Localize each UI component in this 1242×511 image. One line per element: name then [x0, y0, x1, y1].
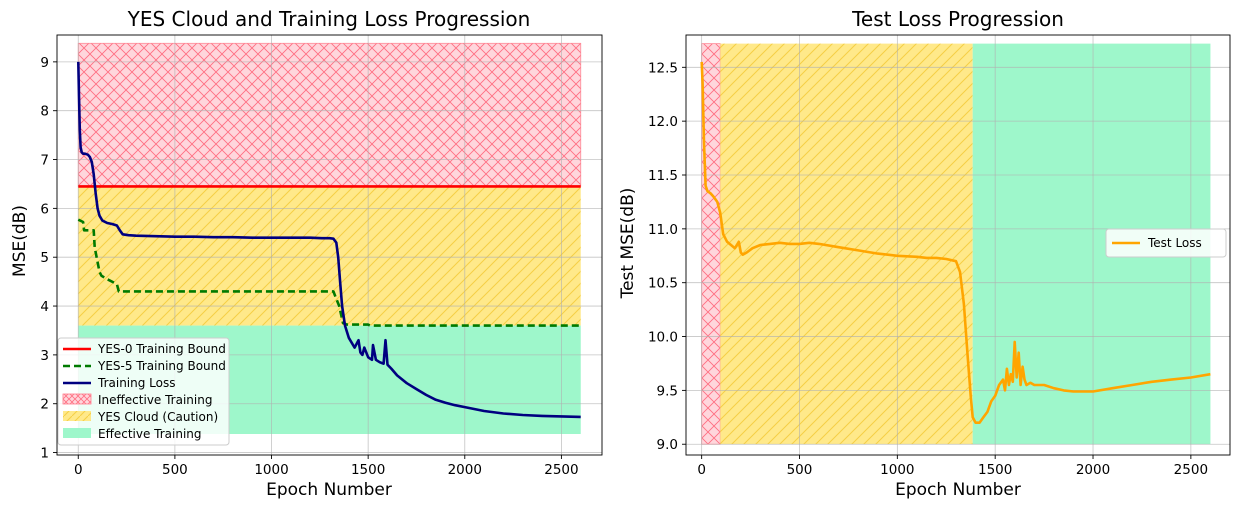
legend1-label-training: Training Loss	[97, 376, 175, 390]
chart1-title: YES Cloud and Training Loss Progression	[127, 7, 531, 31]
c1-ytick-label-3: 4	[40, 299, 49, 315]
c2-series-test-loss	[700, 61, 1211, 425]
chart2-xlabel: Epoch Number	[895, 480, 1021, 500]
legend1-label-cloud: YES Cloud (Caution)	[97, 410, 218, 424]
c2-region-ineffective-training	[701, 43, 721, 445]
legend1-swatch-ineffective	[62, 393, 92, 405]
c1-ytick-label-1: 2	[40, 397, 49, 413]
legend1-swatch-cloud	[63, 411, 91, 421]
chart-test-loss: Test Loss Progression 0 500 1000 1500 2000 25…	[618, 7, 1231, 500]
c1-xtick-label-0: 0	[74, 462, 83, 478]
c1-ytick-label-2: 3	[40, 348, 49, 364]
c1-xtick-label-2: 1000	[254, 462, 288, 478]
c2-region-yes-cloud-caution	[720, 43, 973, 445]
chart1-axes: 0 500 1000 1500 2000 2500 1 2 3 4 5 6 7 8 9	[40, 34, 603, 478]
legend1-label-ineffective: Ineffective Training	[98, 393, 212, 407]
c2-xtick-label-0: 0	[697, 462, 706, 478]
c2-xtick-label-5: 2500	[1174, 462, 1208, 478]
c2-ytick-label-4: 11.0	[648, 222, 678, 238]
c1-region-yes-cloud-caution	[78, 186, 581, 326]
c1-xtick-label-3: 1500	[351, 462, 385, 478]
c1-series-training-loss	[77, 61, 581, 419]
legend2-frame	[1105, 228, 1227, 258]
c2-ytick-label-0: 9.0	[657, 437, 678, 453]
c1-region-ineffective-training	[77, 42, 582, 187]
chart1-xlabel: Epoch Number	[266, 480, 392, 500]
c2-ytick-label-6: 12.0	[648, 114, 678, 130]
chart1-legend: YES-0 Training Bound YES-5 Training Boun…	[57, 337, 230, 446]
chart2-series	[700, 61, 1211, 425]
c2-xtick-label-3: 1500	[978, 462, 1012, 478]
c2-plot-frame	[685, 34, 1231, 456]
legend1-label-yes0: YES-0 Training Bound	[97, 342, 226, 356]
chart2-axes: 0 500 1000 1500 2000 2500 9.0 9.5 10.0 10.5 11.0 11…	[648, 34, 1231, 478]
c2-xtick-label-4: 2000	[1076, 462, 1110, 478]
c2-ytick-label-3: 10.5	[648, 276, 678, 292]
chart2-legend: Test Loss	[1105, 228, 1227, 258]
chart1-ylabel: MSE(dB)	[10, 205, 30, 277]
c2-ytick-label-7: 12.5	[648, 60, 678, 76]
c1-xtick-label-4: 2000	[448, 462, 482, 478]
chart1-series	[77, 61, 581, 419]
legend1-label-effective: Effective Training	[98, 427, 202, 441]
c1-plot-frame	[56, 34, 603, 456]
c1-ytick-label-7: 8	[40, 104, 49, 120]
legend2-label-test: Test Loss	[1147, 236, 1202, 250]
c1-series-yes-5-training-bound	[77, 218, 581, 327]
chart2-ylabel: Test MSE(dB)	[618, 188, 638, 300]
c2-xtick-label-1: 500	[787, 462, 813, 478]
c1-ytick-label-5: 6	[40, 201, 49, 217]
c1-ytick-label-4: 5	[40, 250, 49, 266]
legend1-swatch-effective	[63, 428, 91, 438]
c1-ytick-label-0: 1	[40, 446, 49, 462]
chart-training-loss: YES Cloud and Training Loss Progression …	[10, 7, 603, 500]
c2-ytick-label-2: 10.0	[648, 330, 678, 346]
c1-xtick-label-5: 2500	[544, 462, 578, 478]
c1-ytick-label-8: 9	[40, 55, 49, 71]
chart2-title: Test Loss Progression	[851, 7, 1064, 31]
c2-ytick-label-5: 11.5	[648, 168, 678, 184]
c1-ytick-label-6: 7	[40, 153, 49, 169]
c2-ytick-label-1: 9.5	[657, 383, 678, 399]
chart1-regions	[77, 42, 582, 434]
c2-xtick-label-2: 1000	[880, 462, 914, 478]
legend1-label-yes5: YES-5 Training Bound	[97, 359, 226, 373]
legend1-frame	[57, 337, 230, 446]
c1-xtick-label-1: 500	[162, 462, 188, 478]
